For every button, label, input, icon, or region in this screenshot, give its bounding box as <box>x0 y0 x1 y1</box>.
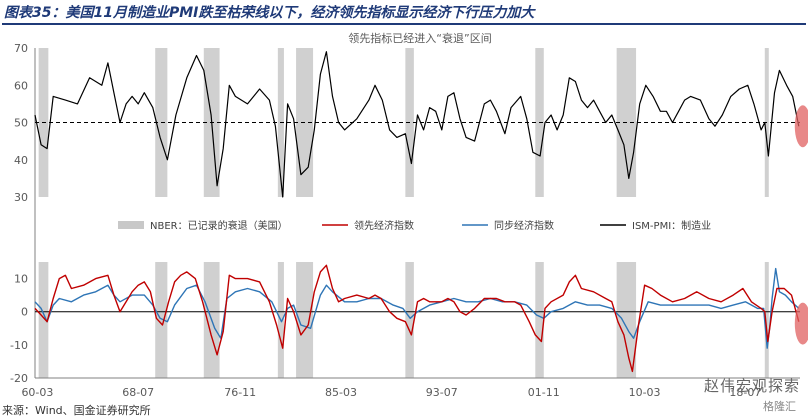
series-line-leading-index <box>34 264 800 373</box>
x-tick-label: 18-07 <box>729 386 761 399</box>
recession-band <box>155 262 168 378</box>
x-tick-label: 85-03 <box>325 386 357 399</box>
source-note: 来源：Wind、国金证券研究所 <box>2 404 151 417</box>
legend-label: 同步经济指数 <box>494 219 554 232</box>
recession-bands-bottom <box>38 262 769 378</box>
legend-label: 领先经济指数 <box>354 219 414 232</box>
highlight-marker <box>794 302 808 345</box>
watermark-text: 赵伟宏观探索 <box>703 377 800 395</box>
y-tick-label-top: 30 <box>14 191 28 204</box>
series-bottom <box>34 264 800 373</box>
recession-band <box>296 262 314 378</box>
y-tick-label-bottom: -10 <box>10 339 28 352</box>
recession-band <box>535 262 544 378</box>
chart-axes: 30 40 50 60 70 -20 -10 0 10 60-03 68-07 76-11 85-03 9… <box>10 42 800 399</box>
y-tick-label-top: 70 <box>14 42 28 55</box>
highlight-marker <box>794 105 808 148</box>
legend-swatch <box>118 221 144 229</box>
recession-band <box>764 262 769 378</box>
recession-band <box>38 262 49 378</box>
series-line-coincident-index <box>34 267 800 349</box>
legend-label: ISM-PMI：制造业 <box>632 219 711 232</box>
y-tick-label-top: 40 <box>14 154 28 167</box>
y-tick-label-bottom: 0 <box>21 306 28 319</box>
x-tick-label: 10-03 <box>629 386 661 399</box>
title-rule <box>2 23 806 25</box>
x-tick-label: 60-03 <box>21 386 53 399</box>
recession-band <box>405 262 414 378</box>
x-tick-label: 68-07 <box>122 386 154 399</box>
recession-band <box>616 262 637 378</box>
y-tick-label-bottom: -20 <box>10 372 28 385</box>
watermark-sub: 格隆汇 <box>763 400 796 413</box>
x-tick-label: 93-07 <box>426 386 458 399</box>
series-top <box>34 51 800 198</box>
y-tick-label-bottom: 10 <box>14 273 28 286</box>
highlight-markers <box>794 105 808 345</box>
legend-label: NBER：已记录的衰退（美国） <box>150 219 288 232</box>
chart-annotation: 领先指标已经进入“衰退”区间 <box>348 31 491 45</box>
series-line-ism-pmi <box>34 51 800 198</box>
x-tick-label: 76-11 <box>224 386 256 399</box>
figure-title: 图表35：美国11月制造业PMI跌至枯荣线以下，经济领先指标显示经济下行压力加大 <box>4 5 535 21</box>
y-tick-label-top: 50 <box>14 117 28 130</box>
x-tick-label: 01-11 <box>528 386 560 399</box>
y-tick-label-top: 60 <box>14 79 28 92</box>
chart-legend: NBER：已记录的衰退（美国） 领先经济指数 同步经济指数 ISM-PMI：制造业 <box>118 219 711 232</box>
